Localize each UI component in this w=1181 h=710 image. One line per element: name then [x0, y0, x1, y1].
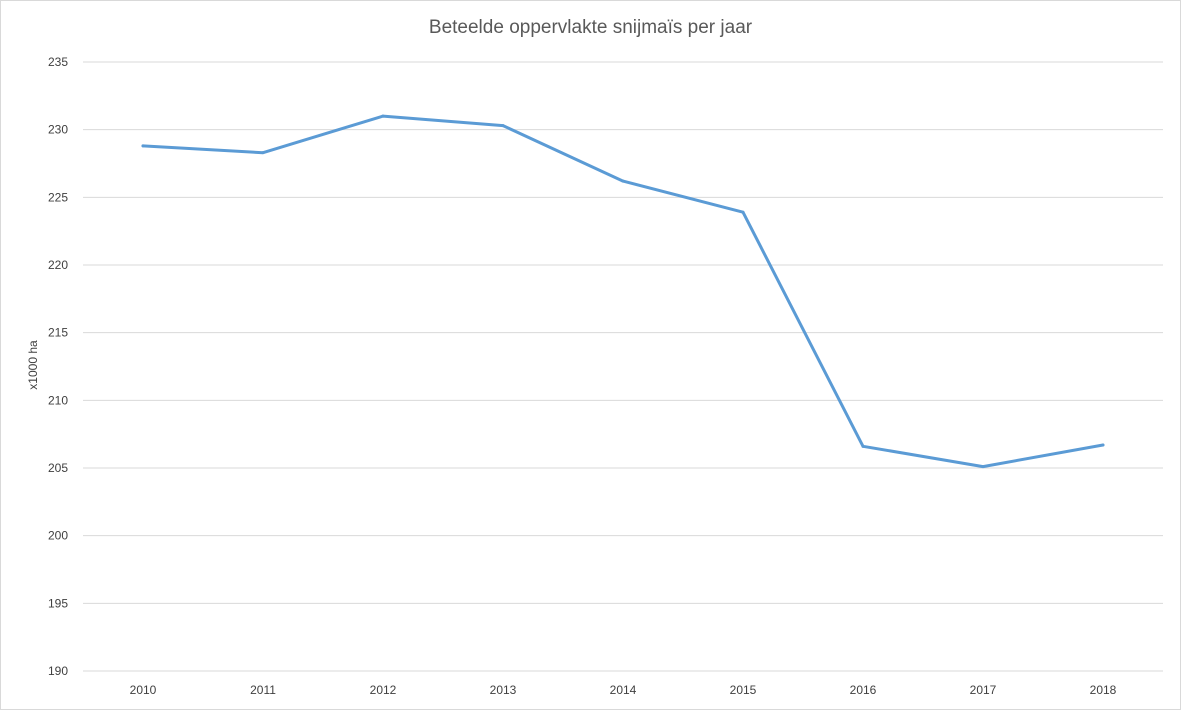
x-tick-label: 2013	[490, 683, 517, 697]
y-tick-label: 200	[48, 529, 68, 543]
y-tick-label: 210	[48, 393, 68, 407]
y-axis-ticks: 190 195 200 205 210 215 220 225 230 235	[48, 55, 68, 678]
data-point-2014	[621, 179, 625, 183]
y-axis-label: x1000 ha	[26, 340, 40, 390]
gridlines	[83, 61, 1163, 672]
x-tick-label: 2014	[610, 683, 637, 697]
data-point-2015	[741, 210, 745, 214]
y-tick-label: 205	[48, 461, 68, 475]
y-tick-label: 215	[48, 326, 68, 340]
data-point-2018	[1101, 443, 1105, 447]
x-tick-label: 2017	[970, 683, 997, 697]
data-point-2013	[501, 124, 505, 128]
data-point-2011	[261, 151, 265, 155]
y-tick-label: 230	[48, 123, 68, 137]
x-tick-label: 2015	[730, 683, 757, 697]
series-line	[141, 114, 1105, 469]
series-layer	[141, 114, 1105, 469]
y-tick-label: 195	[48, 596, 68, 610]
y-tick-label: 190	[48, 664, 68, 678]
x-tick-label: 2010	[130, 683, 157, 697]
x-tick-label: 2018	[1090, 683, 1117, 697]
y-tick-label: 225	[48, 190, 68, 204]
data-point-2010	[141, 144, 145, 148]
y-tick-label: 220	[48, 258, 68, 272]
data-point-2017	[981, 465, 985, 469]
data-point-2012	[381, 114, 385, 118]
chart-title: Beteelde oppervlakte snijmaïs per jaar	[428, 17, 753, 38]
x-axis-ticks: 2010 2011 2012 2013 2014 2015 2016 2017 2018	[130, 683, 1117, 697]
data-point-2016	[861, 444, 865, 448]
x-tick-label: 2012	[370, 683, 397, 697]
x-tick-label: 2011	[250, 683, 276, 697]
y-tick-label: 235	[48, 55, 68, 69]
x-tick-label: 2016	[850, 683, 877, 697]
